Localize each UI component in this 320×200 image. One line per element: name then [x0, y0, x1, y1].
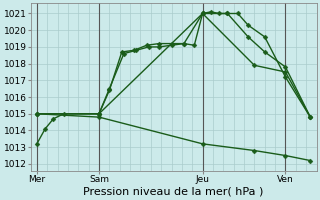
X-axis label: Pression niveau de la mer( hPa ): Pression niveau de la mer( hPa ) [84, 187, 264, 197]
